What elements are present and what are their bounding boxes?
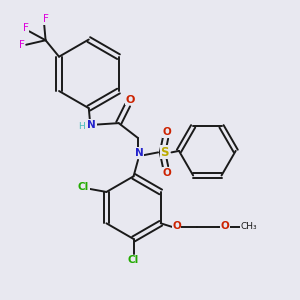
Text: O: O [125, 95, 135, 105]
Text: CH₃: CH₃ [240, 222, 257, 231]
Text: F: F [43, 14, 49, 24]
Text: O: O [163, 127, 171, 137]
Text: H: H [78, 122, 85, 130]
Text: Cl: Cl [78, 182, 89, 192]
Text: F: F [23, 23, 28, 33]
Text: O: O [221, 221, 230, 231]
Text: N: N [135, 148, 144, 158]
Text: O: O [172, 221, 181, 231]
Text: N: N [87, 120, 96, 130]
Text: O: O [163, 168, 171, 178]
Text: S: S [160, 146, 169, 159]
Text: F: F [19, 40, 25, 50]
Text: Cl: Cl [128, 256, 139, 266]
